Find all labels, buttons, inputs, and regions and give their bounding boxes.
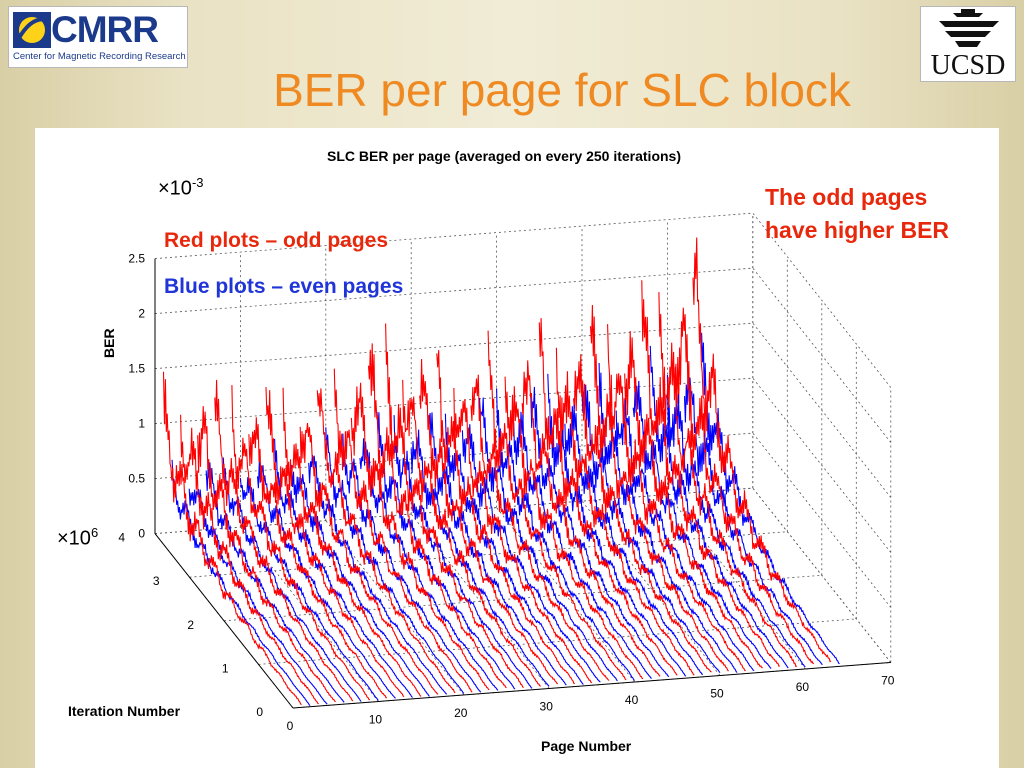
ucsd-logo: UCSD bbox=[920, 6, 1016, 82]
y-tick-label: 1 bbox=[222, 661, 229, 675]
ber-trace bbox=[632, 380, 772, 669]
ber-trace bbox=[427, 412, 567, 686]
chart-title: SLC BER per page (averaged on every 250 … bbox=[326, 148, 681, 164]
ber-trace bbox=[496, 388, 635, 681]
ber-trace bbox=[350, 382, 490, 691]
grid-line-floor-x bbox=[581, 500, 721, 676]
ber-trace bbox=[444, 413, 584, 685]
cmrr-logo-mark bbox=[13, 12, 51, 48]
z-tick-label: 1.5 bbox=[128, 362, 145, 376]
ber-trace bbox=[162, 371, 302, 706]
y-axis-label: Iteration Number bbox=[68, 703, 181, 719]
ber-trace bbox=[265, 387, 405, 698]
ber-trace bbox=[256, 461, 396, 699]
x-tick-label: 60 bbox=[796, 680, 810, 694]
ber-trace bbox=[649, 345, 789, 669]
red-legend-note: Red plots – odd pages bbox=[164, 229, 389, 252]
ber-trace bbox=[308, 454, 448, 695]
ber-trace bbox=[598, 362, 738, 673]
ber-trace bbox=[385, 323, 524, 688]
odd-pages-note-line2: have higher BER bbox=[765, 217, 950, 243]
z-axis-label: BER bbox=[101, 328, 117, 358]
ber-trace bbox=[402, 379, 541, 687]
cmrr-logo-word: CMRR bbox=[51, 9, 159, 50]
ber-trace bbox=[282, 387, 422, 697]
x-tick-label: 20 bbox=[454, 706, 468, 720]
ber-trace bbox=[333, 368, 473, 693]
ber-trace bbox=[504, 376, 644, 680]
ber-trace bbox=[222, 457, 362, 702]
y-exponent-label: ×106 bbox=[57, 525, 99, 550]
ber-trace bbox=[538, 318, 678, 676]
ber-trace bbox=[487, 330, 627, 681]
ber-trace bbox=[658, 292, 798, 668]
x-tick-label: 30 bbox=[540, 700, 554, 714]
blue-legend-note: Blue plots – even pages bbox=[164, 275, 404, 298]
ber-trace bbox=[453, 387, 593, 684]
ucsd-logo-mark bbox=[939, 9, 999, 47]
y-tick-label: 0 bbox=[256, 705, 263, 719]
y-tick-label: 3 bbox=[153, 574, 160, 588]
ber-trace bbox=[581, 384, 721, 674]
ber-trace bbox=[291, 464, 430, 697]
cmrr-logo-subtitle: Center for Magnetic Recording Research bbox=[13, 51, 186, 62]
x-tick-label: 0 bbox=[287, 719, 294, 733]
ber-trace bbox=[316, 388, 456, 694]
ber-trace bbox=[701, 332, 840, 665]
ber-trace bbox=[376, 411, 516, 690]
x-axis-line bbox=[292, 662, 891, 709]
grid-line-floor-y bbox=[258, 618, 857, 665]
ber-trace bbox=[205, 462, 345, 703]
odd-pages-note-line1: The odd pages bbox=[765, 184, 928, 210]
ber-trace bbox=[180, 414, 319, 705]
x-tick-label: 10 bbox=[369, 713, 383, 727]
odd-pages-note: The odd pages have higher BER bbox=[765, 181, 949, 247]
cmrr-logo: CMRR Center for Magnetic Recording Resea… bbox=[8, 6, 188, 68]
ber-trace bbox=[214, 379, 354, 702]
ber-trace bbox=[478, 397, 618, 682]
ber-trace bbox=[530, 386, 670, 678]
slide-title: BER per page for SLC block bbox=[273, 64, 851, 116]
ber-trace bbox=[299, 423, 439, 695]
x-axis-label: Page Number bbox=[541, 738, 632, 754]
ber-trace bbox=[342, 433, 482, 693]
ber-trace bbox=[197, 406, 336, 703]
z-exponent-label: ×10-3 bbox=[158, 175, 204, 200]
ber-trace bbox=[589, 304, 729, 672]
y-tick-label: 4 bbox=[118, 531, 125, 545]
ber-trace bbox=[419, 358, 559, 685]
ucsd-logo-word: UCSD bbox=[930, 50, 1006, 81]
grid-line-floor-x bbox=[667, 494, 806, 670]
ber-trace bbox=[393, 415, 533, 689]
ber-trace bbox=[470, 374, 610, 681]
x-tick-label: 70 bbox=[881, 674, 895, 688]
ber-trace bbox=[436, 350, 575, 685]
ber-trace bbox=[692, 237, 832, 663]
y-exponent-value: 6 bbox=[90, 525, 99, 540]
ber-trace bbox=[572, 354, 712, 673]
ber-trace bbox=[521, 360, 661, 677]
ber-trace bbox=[675, 307, 815, 665]
z-exponent-value: -3 bbox=[191, 175, 204, 190]
ber-trace bbox=[564, 404, 703, 675]
ber-trace bbox=[231, 385, 371, 701]
z-tick-label: 0.5 bbox=[128, 472, 145, 486]
x-tick-label: 50 bbox=[710, 687, 724, 701]
ber-trace bbox=[171, 459, 311, 707]
ber-trace bbox=[248, 417, 387, 699]
z-tick-label: 2.5 bbox=[128, 252, 145, 266]
ber-trace bbox=[555, 347, 695, 676]
z-tick-label: 1 bbox=[138, 417, 145, 431]
ber-trace bbox=[547, 373, 687, 677]
y-axis-line bbox=[154, 533, 294, 709]
x-tick-label: 40 bbox=[625, 693, 639, 707]
chart-panel: 0 10 20 30 40 50 60 70 0 1 2 3 4 0 0.5 1 1.5 2 2.5 SLC BER… bbox=[35, 128, 999, 768]
ber-trace bbox=[641, 280, 780, 667]
ber-trace bbox=[624, 330, 763, 669]
y-tick-label: 2 bbox=[187, 618, 194, 632]
z-tick-label: 0 bbox=[138, 527, 145, 541]
ber-trace bbox=[367, 343, 507, 689]
z-tick-label: 2 bbox=[138, 307, 145, 321]
